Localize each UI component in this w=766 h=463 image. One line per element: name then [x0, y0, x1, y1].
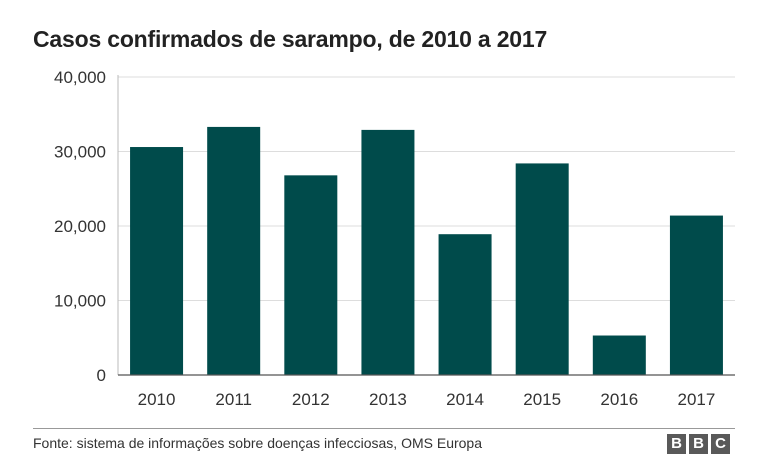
x-tick-label: 2012 — [292, 390, 330, 409]
x-tick-label: 2010 — [138, 390, 176, 409]
x-tick-label: 2015 — [523, 390, 561, 409]
x-tick-label: 2011 — [215, 390, 252, 409]
source-note: Fonte: sistema de informações sobre doen… — [33, 435, 482, 451]
bar — [592, 335, 646, 375]
chart-title: Casos confirmados de sarampo, de 2010 a … — [33, 26, 548, 52]
x-tick-label: 2017 — [678, 390, 716, 409]
footer-divider — [33, 428, 735, 429]
bbc-logo-letter: C — [711, 434, 730, 454]
y-tick-label: 0 — [97, 366, 106, 385]
bar — [361, 129, 415, 375]
y-tick-label: 30,000 — [54, 143, 106, 162]
y-tick-label: 10,000 — [54, 292, 106, 311]
bar — [515, 163, 569, 375]
bbc-logo-letter: B — [689, 434, 708, 454]
bbc-logo-letter: B — [667, 434, 686, 454]
bar — [284, 175, 338, 375]
x-tick-label: 2013 — [369, 390, 407, 409]
bar — [130, 147, 184, 375]
y-tick-label: 20,000 — [54, 217, 106, 236]
y-tick-label: 40,000 — [54, 68, 106, 87]
bbc-logo: B B C — [667, 434, 730, 454]
bar — [669, 215, 723, 375]
x-tick-label: 2016 — [600, 390, 638, 409]
x-tick-label: 2014 — [446, 390, 484, 409]
bar — [438, 234, 492, 375]
bar — [207, 126, 261, 375]
